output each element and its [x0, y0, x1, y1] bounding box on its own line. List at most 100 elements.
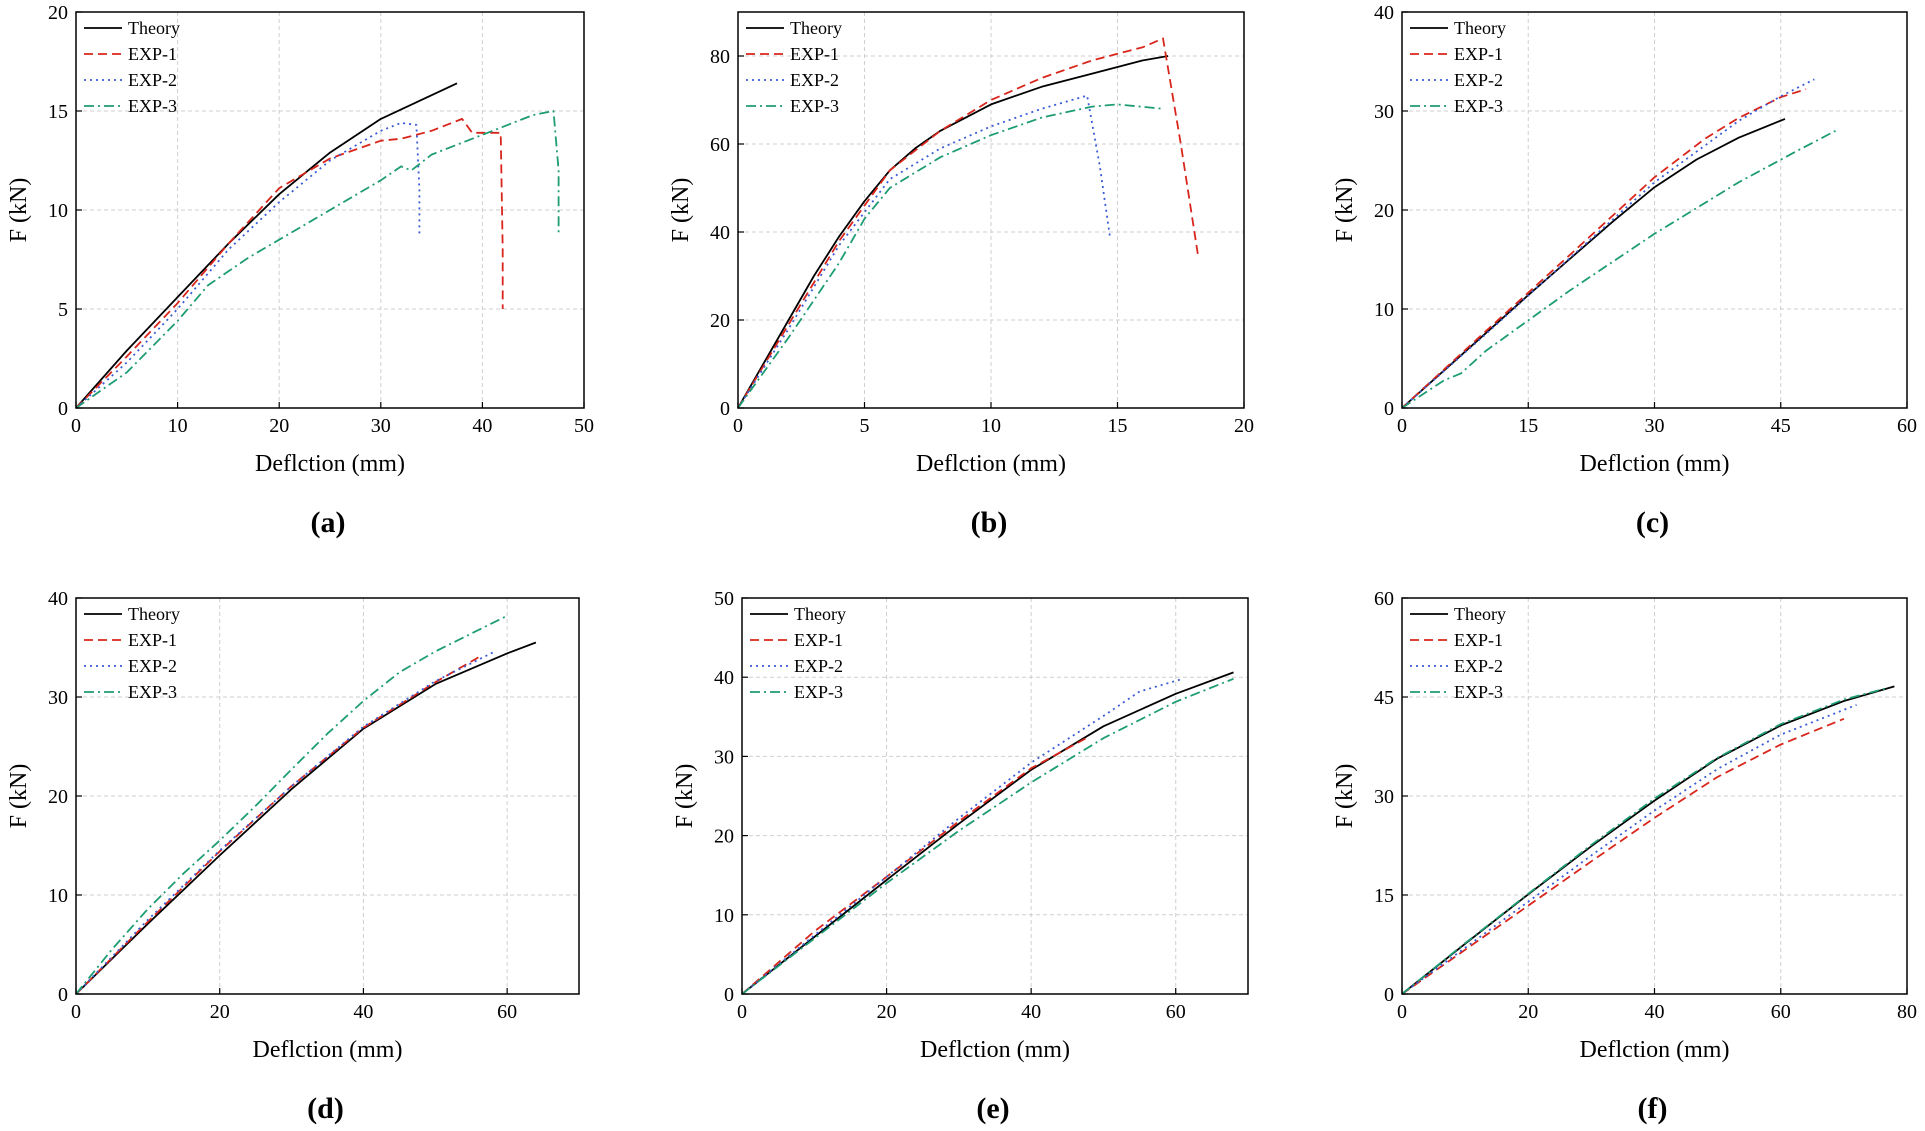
x-axis-label: Deflction (mm)	[253, 1037, 403, 1063]
y-axis-label: F (kN)	[6, 178, 32, 243]
legend-label: EXP-2	[128, 70, 177, 90]
legend-label: EXP-3	[128, 682, 177, 702]
series-line-exp-2	[75, 122, 421, 409]
x-tick-label: 30	[371, 415, 391, 437]
series-line-exp-2	[1401, 78, 1815, 409]
series-line-exp-2	[1401, 704, 1857, 995]
legend-label: EXP-1	[1454, 44, 1503, 64]
x-axis-label: Deflction (mm)	[920, 1037, 1070, 1063]
x-tick-label: 0	[71, 415, 81, 437]
y-tick-label: 10	[48, 885, 68, 907]
y-tick-label: 20	[714, 826, 734, 848]
series-line-exp-3	[1401, 686, 1889, 995]
x-axis-label: Deflction (mm)	[1580, 451, 1730, 477]
x-tick-label: 40	[1021, 1001, 1041, 1023]
y-tick-label: 40	[710, 222, 730, 244]
x-tick-label: 0	[71, 1001, 81, 1023]
chart-b: 0 5 10 15 20 0 20 40 60 80 Deflction (mm) F (kN) The…	[668, 11, 1254, 539]
chart-f: 0 20 40 60 80 0 15 30 45 60 Deflction (mm) F (kN) Th…	[1332, 588, 1917, 1125]
x-axis-label: Deflction (mm)	[255, 451, 405, 477]
y-tick-label: 20	[48, 2, 68, 24]
panel-label: (c)	[1636, 506, 1669, 539]
y-tick-label: 30	[48, 687, 68, 709]
series-line-exp-1	[75, 118, 504, 409]
legend-label: Theory	[794, 604, 846, 624]
legend-label: Theory	[1454, 18, 1506, 38]
x-tick-label: 40	[353, 1001, 373, 1023]
series-line-exp-2	[75, 651, 494, 995]
panel-label: (f)	[1638, 1092, 1668, 1125]
series-line-theory	[75, 641, 537, 995]
chart-e: 0 20 40 60 0 10 20 30 40 50 Deflction (mm) F (kN) Th…	[672, 588, 1249, 1125]
y-tick-label: 0	[1384, 398, 1394, 420]
x-tick-label: 10	[168, 415, 188, 437]
y-tick-label: 20	[48, 786, 68, 808]
legend-label: EXP-1	[1454, 630, 1503, 650]
chart-c: 0 15 30 45 60 0 10 20 30 40 Deflction (mm) F (kN) Th…	[1332, 2, 1917, 539]
legend-label: EXP-2	[790, 70, 839, 90]
y-tick-label: 0	[58, 984, 68, 1006]
y-tick-label: 30	[1374, 786, 1394, 808]
legend-label: EXP-2	[1454, 70, 1503, 90]
y-axis-label: F (kN)	[668, 178, 694, 243]
x-axis-label: Deflction (mm)	[916, 451, 1066, 477]
y-tick-label: 30	[714, 746, 734, 768]
legend-label: EXP-2	[128, 656, 177, 676]
series-line-exp-3	[1401, 130, 1836, 409]
legend-label: EXP-2	[1454, 656, 1503, 676]
y-tick-label: 20	[710, 310, 730, 332]
y-tick-label: 10	[1374, 299, 1394, 321]
series-line-exp-1	[1401, 717, 1845, 995]
x-tick-label: 60	[1897, 415, 1917, 437]
y-tick-label: 10	[48, 200, 68, 222]
y-tick-label: 10	[714, 905, 734, 927]
series-line-exp-2	[741, 677, 1184, 995]
y-tick-label: 0	[724, 984, 734, 1006]
x-axis-label: Deflction (mm)	[1580, 1037, 1730, 1063]
series-line-theory	[1401, 118, 1786, 409]
y-axis-label: F (kN)	[1332, 178, 1358, 243]
x-tick-label: 20	[877, 1001, 897, 1023]
x-tick-label: 40	[472, 415, 492, 437]
x-tick-label: 20	[210, 1001, 230, 1023]
x-tick-label: 60	[1166, 1001, 1186, 1023]
legend-label: EXP-1	[794, 630, 843, 650]
panel-label: (b)	[971, 506, 1008, 539]
y-tick-label: 40	[1374, 2, 1394, 24]
y-tick-label: 30	[1374, 101, 1394, 123]
series-line-theory	[75, 82, 458, 409]
x-tick-label: 45	[1771, 415, 1791, 437]
y-tick-label: 15	[1374, 885, 1394, 907]
legend-label: EXP-1	[128, 44, 177, 64]
y-axis-label: F (kN)	[672, 764, 698, 829]
chart-d: 0 20 40 60 0 10 20 30 40 Deflction (mm) F (kN) Theo…	[6, 588, 580, 1125]
legend-label: EXP-3	[790, 96, 839, 116]
x-tick-label: 0	[733, 415, 743, 437]
x-tick-label: 0	[1397, 1001, 1407, 1023]
x-tick-label: 30	[1645, 415, 1665, 437]
y-tick-label: 0	[1384, 984, 1394, 1006]
x-tick-label: 80	[1897, 1001, 1917, 1023]
x-tick-label: 40	[1645, 1001, 1665, 1023]
legend-label: EXP-3	[1454, 96, 1503, 116]
series-line-exp-1	[1401, 88, 1807, 409]
y-tick-label: 15	[48, 101, 68, 123]
y-tick-label: 0	[720, 398, 730, 420]
x-tick-label: 20	[269, 415, 289, 437]
legend-label: EXP-3	[128, 96, 177, 116]
legend-label: EXP-2	[794, 656, 843, 676]
series-line-exp-3	[737, 103, 1164, 409]
legend-label: EXP-3	[1454, 682, 1503, 702]
x-tick-label: 20	[1234, 415, 1254, 437]
y-tick-label: 0	[58, 398, 68, 420]
y-tick-label: 5	[58, 299, 68, 321]
panel-label: (e)	[976, 1092, 1009, 1125]
x-tick-label: 50	[574, 415, 594, 437]
y-axis-label: F (kN)	[1332, 764, 1358, 829]
legend-label: EXP-1	[790, 44, 839, 64]
series-line-exp-3	[75, 110, 560, 409]
x-tick-label: 60	[497, 1001, 517, 1023]
legend-label: Theory	[1454, 604, 1506, 624]
y-tick-label: 45	[1374, 687, 1394, 709]
